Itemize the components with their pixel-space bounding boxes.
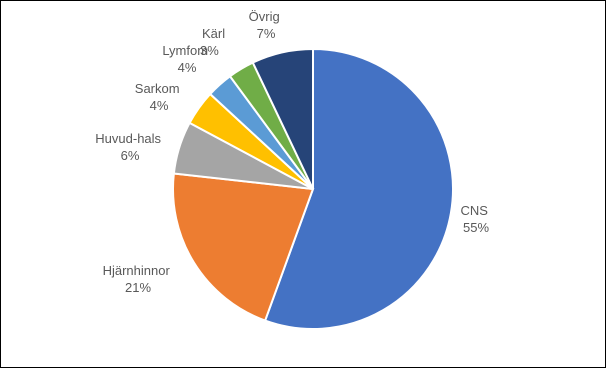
slice-label-hjarnhinnor: Hjärnhinnor 21%: [103, 263, 174, 295]
pie-slice-cns: [263, 47, 454, 330]
slice-label-huvud-hals: Huvud-hals 6%: [95, 131, 164, 163]
slice-label-lymfom: Lymfom 4%: [162, 43, 211, 75]
slice-label-cns: CNS 55%: [460, 203, 491, 235]
slice-label-karl: Kärl 3%: [200, 26, 229, 58]
pie-labels: CNS 55% Hjärnhinnor 21% Huvud-hals 6% Sa…: [95, 9, 491, 295]
slice-label-sarkom: Sarkom 4%: [135, 81, 183, 113]
pie-slice-övrig: [251, 47, 314, 190]
pie-slice-hjärnhinnor: [172, 172, 315, 322]
pie-slices: [172, 47, 454, 330]
slice-label-ovrig: Övrig 7%: [249, 9, 284, 41]
